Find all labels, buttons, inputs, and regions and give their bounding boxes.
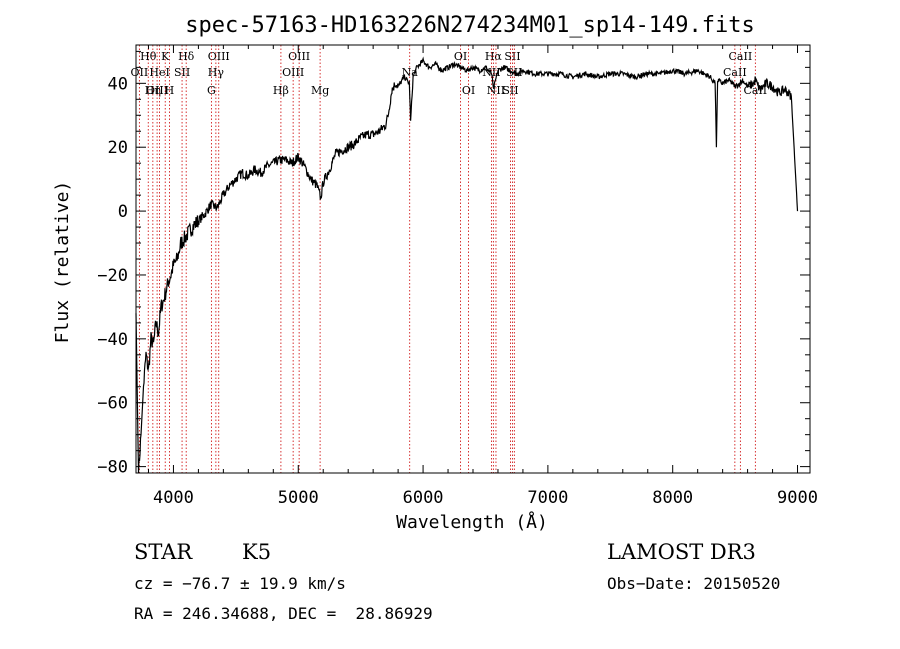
y-tick-label: 20	[108, 138, 128, 158]
x-tick-label: 8000	[652, 488, 693, 508]
y-tick-label: −40	[97, 330, 128, 350]
emission-line-label: OI	[454, 50, 467, 63]
emission-line-label: OII	[131, 66, 149, 79]
emission-line-label: CaII	[729, 50, 753, 63]
emission-line-label: Mg	[311, 84, 329, 97]
emission-line-label: SII	[504, 50, 520, 63]
emission-line-label: Hδ	[178, 50, 195, 63]
emission-line-label: OIII	[288, 50, 310, 63]
plot-frame	[135, 44, 811, 474]
emission-line-label: Hα	[485, 50, 503, 63]
emission-line-label: SII	[502, 84, 518, 97]
emission-line-label: OIII	[146, 84, 168, 97]
emission-line-label: Hβ	[273, 84, 289, 97]
emission-line-label: OIII	[208, 50, 230, 63]
emission-line-label: HeI	[149, 66, 169, 79]
emission-line-label: OIII	[282, 66, 304, 79]
x-axis-ticks: 4000 5000 6000 7000 8000 9000	[147, 45, 818, 508]
y-axis-ticks: −80 −60 −40 −20 0 20 40	[97, 50, 810, 478]
emission-line-label: G	[207, 84, 216, 97]
survey-name: LAMOST DR3	[607, 540, 756, 564]
chart-title: spec-57163-HD163226N274234M01_sp14-149.f…	[185, 13, 755, 38]
y-tick-label: −60	[97, 394, 128, 414]
emission-line-label: Hθ	[140, 50, 157, 63]
emission-line-label: K	[161, 50, 170, 63]
emission-line-label: Hγ	[208, 66, 225, 79]
y-tick-label: 40	[108, 74, 128, 94]
x-tick-label: 7000	[527, 488, 568, 508]
emission-line-label: CaII	[723, 66, 747, 79]
obs-date: Obs−Date: 20150520	[607, 574, 781, 593]
x-axis-label: Wavelength (Å)	[396, 511, 548, 533]
emission-line-label: NII	[487, 84, 505, 97]
y-tick-label: 0	[118, 202, 128, 222]
emission-line-label: H	[165, 84, 175, 97]
redshift-readout: cz = −76.7 ± 19.9 km/s	[134, 574, 346, 593]
spectrum-series-line	[135, 56, 799, 474]
emission-line-label: SII	[174, 66, 190, 79]
emission-line-label: OI	[462, 84, 475, 97]
emission-line-label: Hη	[145, 84, 161, 97]
x-tick-label: 5000	[278, 488, 319, 508]
x-tick-label: 9000	[777, 488, 818, 508]
object-class: STAR	[134, 540, 193, 564]
y-tick-label: −80	[97, 458, 128, 478]
object-subclass: K5	[242, 540, 272, 564]
y-axis-label: Flux (relative)	[52, 181, 73, 344]
y-tick-label: −20	[97, 266, 128, 286]
x-tick-label: 6000	[403, 488, 444, 508]
x-tick-label: 4000	[153, 488, 194, 508]
coordinates: RA = 246.34688, DEC = 28.86929	[134, 604, 433, 623]
